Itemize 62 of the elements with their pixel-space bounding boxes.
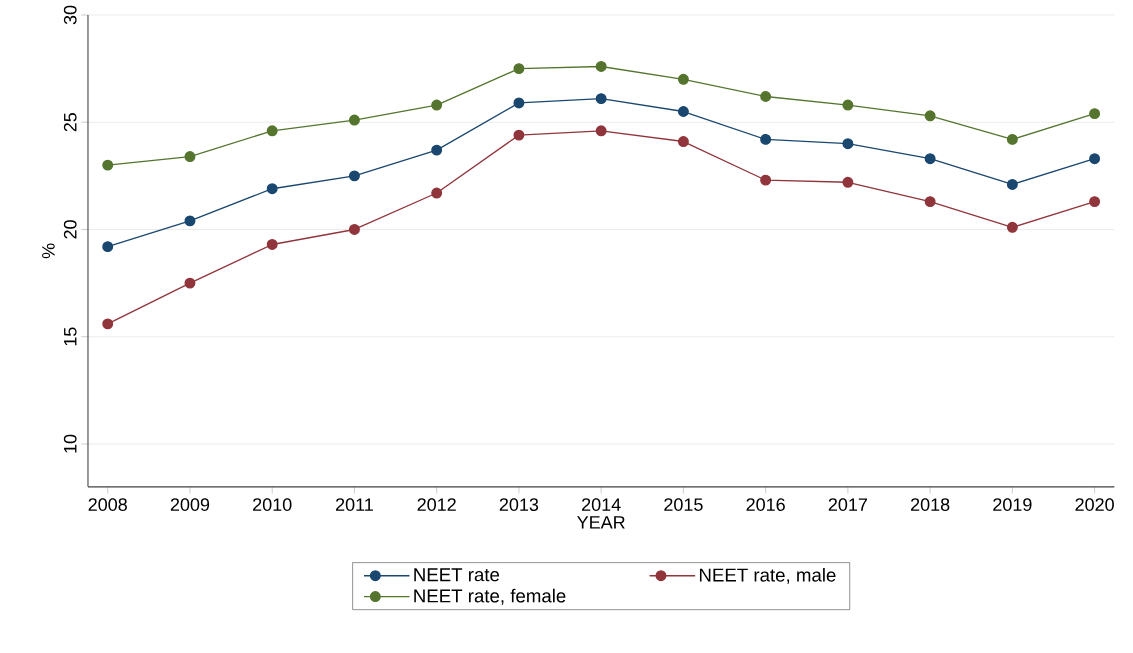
legend-label: NEET rate <box>414 568 500 582</box>
legend-label: NEET rate, female <box>414 588 566 605</box>
point <box>1006 221 1018 233</box>
y-tick-label: 30 <box>63 5 77 25</box>
x-tick-label: 2013 <box>499 498 539 511</box>
point <box>924 153 936 165</box>
point <box>348 223 360 235</box>
point <box>431 144 443 156</box>
x-tick-label: 2018 <box>911 498 950 511</box>
y-tick-label: 20 <box>63 220 77 239</box>
point <box>266 238 278 250</box>
y-tick-label: 25 <box>63 112 77 132</box>
point <box>595 60 607 72</box>
point <box>431 187 443 199</box>
point <box>266 125 278 137</box>
x-tick-label: 2011 <box>335 498 373 511</box>
x-tick-label: 2010 <box>253 498 292 511</box>
x-axis-title: YEAR <box>577 516 625 529</box>
point <box>1089 153 1101 165</box>
point <box>513 97 525 109</box>
point <box>760 90 772 102</box>
point <box>102 318 114 330</box>
x-tick-label: 2015 <box>664 498 703 511</box>
point <box>760 133 772 145</box>
point <box>677 73 689 85</box>
legend-label: NEET rate, male <box>699 567 836 584</box>
point <box>184 151 196 162</box>
point <box>842 99 854 111</box>
y-tick-label: 10 <box>63 434 77 453</box>
point <box>595 93 607 105</box>
point <box>924 196 936 207</box>
point <box>102 159 114 171</box>
point <box>595 125 607 137</box>
point <box>1089 196 1101 207</box>
point <box>431 99 443 111</box>
x-tick-label: 2008 <box>88 498 127 511</box>
y-axis-title: % <box>42 243 55 259</box>
x-tick-label: 2009 <box>170 498 210 511</box>
point <box>677 105 689 117</box>
point <box>1006 178 1018 190</box>
point <box>842 176 854 188</box>
point <box>1006 133 1018 145</box>
x-tick-label: 2020 <box>1075 498 1114 511</box>
x-tick-label: 2017 <box>828 498 867 511</box>
point <box>102 241 114 253</box>
x-tick-label: 2019 <box>993 498 1032 511</box>
point <box>513 63 525 75</box>
point <box>677 136 689 147</box>
point <box>842 138 854 150</box>
x-tick-label: 2016 <box>746 498 785 511</box>
point <box>1089 108 1101 120</box>
point <box>513 129 525 141</box>
point <box>184 215 196 227</box>
point <box>760 174 772 186</box>
point <box>348 170 360 182</box>
point <box>184 277 196 289</box>
y-tick-label: 15 <box>64 327 77 346</box>
point <box>924 110 936 122</box>
point <box>348 114 360 126</box>
point <box>266 183 278 195</box>
x-tick-label: 2012 <box>417 498 456 511</box>
x-tick-label: 2014 <box>582 498 621 511</box>
